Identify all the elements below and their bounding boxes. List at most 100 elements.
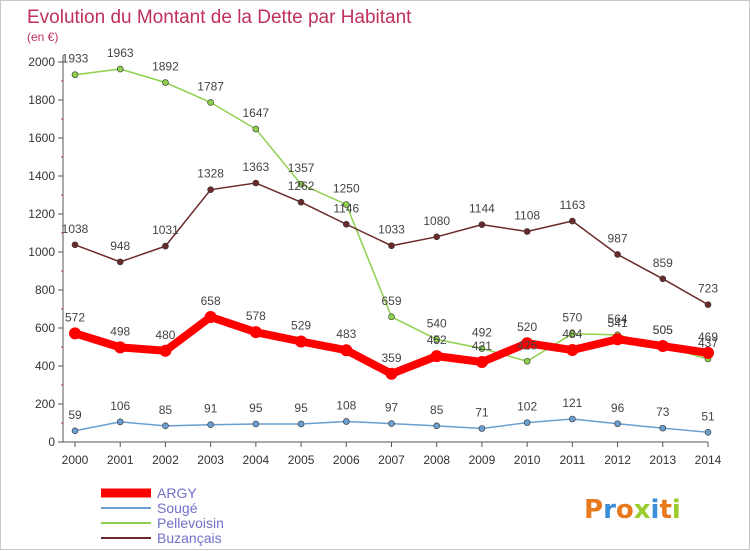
- data-point-pellevoisin: [342, 201, 350, 208]
- data-point-argy: [69, 327, 81, 340]
- data-point-pellevoisin: [569, 330, 576, 338]
- data-label-pellevoisin: 1787: [197, 79, 224, 93]
- x-tick-label: 2014: [695, 453, 722, 467]
- data-point-buzançais: [704, 301, 712, 308]
- data-point-sougé: [478, 425, 486, 432]
- logo-letter: i: [672, 495, 681, 525]
- data-point-sougé: [388, 420, 395, 427]
- data-label-pellevoisin: 570: [562, 311, 582, 325]
- data-label-buzançais: 1038: [62, 222, 89, 236]
- y-tick-label: 1000: [28, 245, 55, 259]
- data-label-argy: 469: [698, 330, 718, 344]
- data-label-argy: 452: [427, 333, 447, 347]
- data-label-argy: 484: [562, 327, 582, 341]
- data-point-argy: [385, 367, 398, 380]
- data-label-sougé: 73: [656, 405, 670, 419]
- data-label-sougé: 96: [611, 401, 625, 415]
- data-label-argy: 498: [110, 324, 130, 338]
- data-label-argy: 480: [155, 328, 175, 342]
- x-tick-label: 2003: [197, 453, 224, 467]
- data-label-sougé: 102: [517, 400, 537, 414]
- data-label-pellevoisin: 540: [427, 316, 447, 330]
- data-label-sougé: 95: [294, 401, 308, 415]
- data-point-sougé: [433, 422, 441, 430]
- data-label-pellevoisin: 1892: [152, 60, 179, 74]
- y-tick-label: 1600: [28, 131, 55, 145]
- x-tick-label: 2008: [423, 453, 450, 467]
- legend-label-sougé: Sougé: [157, 500, 198, 516]
- y-tick-label: 600: [35, 321, 55, 335]
- data-label-pellevoisin: 659: [381, 294, 401, 308]
- data-point-sougé: [342, 418, 350, 425]
- x-tick-label: 2002: [152, 453, 179, 467]
- data-point-buzançais: [388, 242, 395, 250]
- x-tick-label: 2011: [559, 453, 585, 467]
- data-label-sougé: 71: [475, 406, 489, 420]
- data-point-pellevoisin: [116, 65, 124, 73]
- legend-label-pellevoisin: Pellevoisin: [157, 515, 224, 531]
- data-point-sougé: [704, 429, 712, 436]
- data-point-buzançais: [162, 242, 169, 250]
- data-label-pellevoisin: 425: [517, 338, 537, 352]
- data-point-argy: [295, 335, 308, 348]
- data-point-buzançais: [297, 198, 305, 206]
- data-label-sougé: 85: [430, 403, 444, 417]
- axes: 0 200 400 600 800 1000 1200 1400 1600 1800 2000 200…: [28, 55, 721, 467]
- data-label-pellevoisin: 1963: [107, 46, 134, 60]
- data-point-buzançais: [569, 217, 576, 225]
- series-layer: [69, 65, 714, 436]
- logo-letter: t: [659, 495, 671, 525]
- data-point-pellevoisin: [252, 125, 260, 133]
- data-label-buzançais: 1163: [559, 198, 585, 212]
- data-point-sougé: [659, 424, 667, 432]
- data-label-sougé: 97: [385, 401, 399, 415]
- data-label-buzançais: 723: [698, 282, 718, 296]
- data-label-buzançais: 1328: [197, 167, 224, 181]
- data-label-sougé: 95: [249, 401, 263, 415]
- data-point-sougé: [297, 420, 305, 428]
- legend-label-argy: ARGY: [157, 485, 197, 501]
- data-point-buzançais: [433, 233, 441, 241]
- data-label-pellevoisin: 1933: [62, 52, 89, 66]
- data-point-buzançais: [478, 221, 486, 228]
- y-tick-label: 800: [35, 283, 55, 297]
- data-point-sougé: [162, 422, 169, 430]
- data-label-pellevoisin: 1250: [333, 182, 360, 196]
- data-point-pellevoisin: [71, 71, 79, 79]
- data-point-argy: [430, 350, 443, 363]
- proxiti-logo: Proxiti: [584, 495, 681, 525]
- logo-text: Proxiti: [584, 495, 681, 525]
- data-label-argy: 483: [336, 327, 356, 341]
- data-label-buzançais: 1144: [469, 202, 495, 216]
- data-point-argy: [521, 337, 534, 350]
- data-label-sougé: 51: [701, 409, 715, 423]
- data-label-buzançais: 1363: [243, 160, 270, 174]
- data-label-sougé: 108: [336, 398, 356, 412]
- data-label-buzançais: 1108: [514, 208, 540, 222]
- x-tick-label: 2010: [514, 453, 541, 467]
- x-tick-label: 2013: [649, 453, 676, 467]
- data-point-buzançais: [523, 228, 531, 235]
- logo-letter: r: [603, 495, 616, 525]
- x-tick-label: 2001: [107, 453, 134, 467]
- data-label-buzançais: 1080: [423, 214, 450, 228]
- y-tick-label: 200: [35, 397, 55, 411]
- data-label-buzançais: 948: [110, 239, 130, 253]
- x-tick-label: 2004: [243, 453, 270, 467]
- data-point-buzançais: [252, 179, 260, 187]
- data-point-argy: [159, 344, 172, 357]
- data-point-pellevoisin: [388, 313, 395, 321]
- y-tick-label: 2000: [28, 55, 55, 69]
- data-label-sougé: 59: [68, 408, 82, 422]
- data-point-pellevoisin: [433, 336, 441, 343]
- logo-letter: x: [634, 495, 651, 525]
- data-point-pellevoisin: [207, 99, 214, 106]
- data-label-buzançais: 1031: [152, 223, 179, 237]
- data-point-pellevoisin: [297, 180, 305, 188]
- data-point-argy: [204, 310, 217, 323]
- data-label-sougé: 85: [159, 403, 173, 417]
- data-label-argy: 541: [608, 316, 628, 330]
- data-point-pellevoisin: [523, 357, 531, 365]
